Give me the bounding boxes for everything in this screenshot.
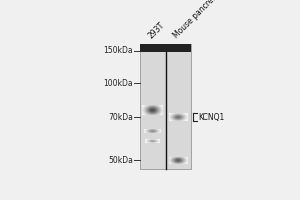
Text: 50kDa: 50kDa: [108, 156, 133, 165]
Text: 100kDa: 100kDa: [103, 79, 133, 88]
Text: 293T: 293T: [146, 20, 166, 40]
Bar: [140, 44, 191, 52]
Text: Mouse pancreas: Mouse pancreas: [172, 0, 222, 40]
Text: 150kDa: 150kDa: [103, 46, 133, 55]
Text: KCNQ1: KCNQ1: [198, 113, 224, 122]
Bar: [140, 44, 191, 169]
Text: 70kDa: 70kDa: [108, 113, 133, 122]
